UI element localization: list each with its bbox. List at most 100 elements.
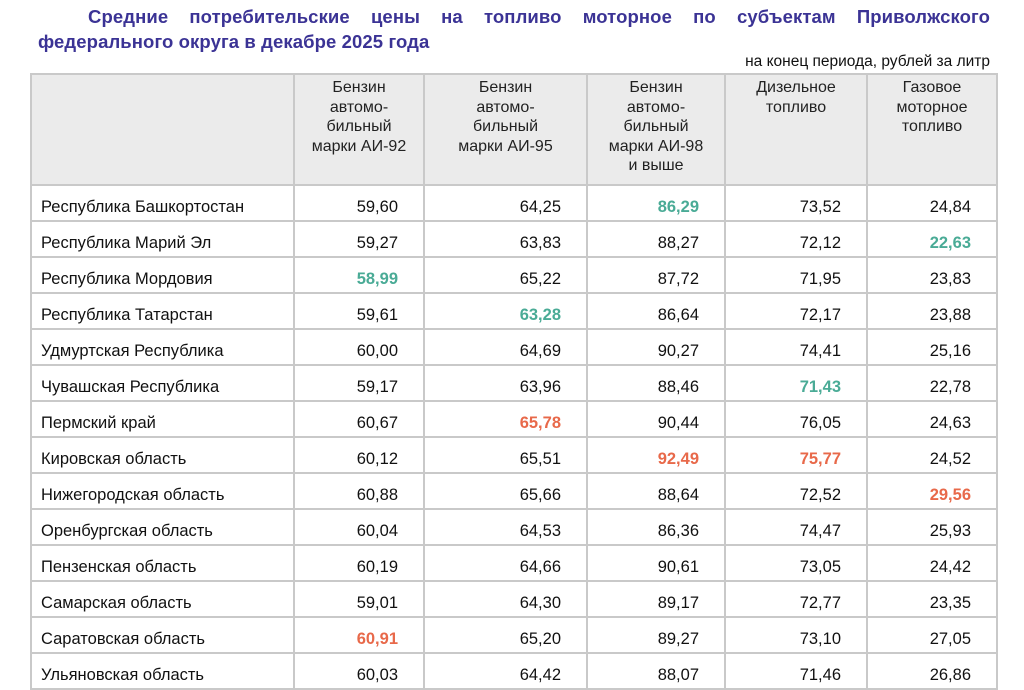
column-header-ai95: Бензин автомо- бильный марки АИ-95 xyxy=(423,73,588,186)
price-cell: 87,72 xyxy=(586,256,726,294)
price-value: 88,07 xyxy=(657,666,699,684)
price-cell: 60,12 xyxy=(293,436,425,474)
price-cell: 24,84 xyxy=(866,184,998,222)
price-cell: 25,93 xyxy=(866,508,998,546)
price-value: 65,22 xyxy=(519,270,561,288)
price-value: 59,01 xyxy=(356,594,398,612)
column-header-ai98: Бензин автомо- бильный марки АИ-98 и выш… xyxy=(586,73,726,186)
price-value: 90,44 xyxy=(657,414,699,432)
price-cell: 59,17 xyxy=(293,364,425,402)
price-value: 58,99 xyxy=(356,270,398,288)
table-row: Пермский край 60,67 65,78 90,44 76,05 24,63 xyxy=(30,400,998,438)
price-value: 89,27 xyxy=(657,630,699,648)
price-value: 64,42 xyxy=(519,666,561,684)
price-value: 59,60 xyxy=(356,198,398,216)
price-value: 23,35 xyxy=(929,594,971,612)
price-value: 60,19 xyxy=(356,558,398,576)
price-cell: 27,05 xyxy=(866,616,998,654)
region-name: Республика Марий Эл xyxy=(30,220,295,258)
table-row: Нижегородская область 60,88 65,66 88,64 72,5… xyxy=(30,472,998,510)
price-value: 71,95 xyxy=(799,270,841,288)
column-header-diesel: Дизельное топливо xyxy=(724,73,868,186)
price-value: 24,52 xyxy=(929,450,971,468)
price-cell: 64,69 xyxy=(423,328,588,366)
price-cell: 74,47 xyxy=(724,508,868,546)
price-cell: 22,63 xyxy=(866,220,998,258)
price-cell: 64,30 xyxy=(423,580,588,618)
price-cell: 65,51 xyxy=(423,436,588,474)
price-cell: 60,19 xyxy=(293,544,425,582)
price-value: 65,20 xyxy=(519,630,561,648)
price-value: 63,28 xyxy=(519,306,561,324)
price-cell: 65,20 xyxy=(423,616,588,654)
table-row: Оренбургская область 60,04 64,53 86,36 74,47… xyxy=(30,508,998,546)
price-value: 24,84 xyxy=(929,198,971,216)
price-value: 60,88 xyxy=(356,486,398,504)
price-cell: 86,36 xyxy=(586,508,726,546)
price-cell: 24,52 xyxy=(866,436,998,474)
column-header-gas: Газовое моторное топливо xyxy=(866,73,998,186)
price-cell: 72,17 xyxy=(724,292,868,330)
price-cell: 63,28 xyxy=(423,292,588,330)
price-cell: 65,78 xyxy=(423,400,588,438)
region-name: Республика Мордовия xyxy=(30,256,295,294)
price-value: 92,49 xyxy=(657,450,699,468)
price-cell: 75,77 xyxy=(724,436,868,474)
region-name: Республика Татарстан xyxy=(30,292,295,330)
price-value: 72,77 xyxy=(799,594,841,612)
price-cell: 23,88 xyxy=(866,292,998,330)
table-row: Республика Мордовия 58,99 65,22 87,72 71,95 2… xyxy=(30,256,998,294)
price-cell: 25,16 xyxy=(866,328,998,366)
price-value: 27,05 xyxy=(929,630,971,648)
price-value: 29,56 xyxy=(929,486,971,504)
price-cell: 88,64 xyxy=(586,472,726,510)
price-cell: 24,63 xyxy=(866,400,998,438)
price-value: 63,96 xyxy=(519,378,561,396)
price-value: 71,46 xyxy=(799,666,841,684)
price-value: 24,63 xyxy=(929,414,971,432)
price-value: 71,43 xyxy=(799,378,841,396)
price-cell: 73,10 xyxy=(724,616,868,654)
price-cell: 23,83 xyxy=(866,256,998,294)
price-value: 72,17 xyxy=(799,306,841,324)
price-cell: 71,95 xyxy=(724,256,868,294)
price-cell: 65,66 xyxy=(423,472,588,510)
price-value: 89,17 xyxy=(657,594,699,612)
table-row: Чувашская Республика 59,17 63,96 88,46 71,43… xyxy=(30,364,998,402)
document-title: Средние потребительские цены на топливо … xyxy=(38,6,990,52)
price-value: 60,00 xyxy=(356,342,398,360)
price-value: 24,42 xyxy=(929,558,971,576)
price-value: 60,03 xyxy=(356,666,398,684)
table-row: Республика Марий Эл 59,27 63,83 88,27 72,12 2… xyxy=(30,220,998,258)
region-name: Ульяновская область xyxy=(30,652,295,690)
price-value: 60,04 xyxy=(356,522,398,540)
table-row: Самарская область 59,01 64,30 89,17 72,77 23,… xyxy=(30,580,998,618)
region-name: Оренбургская область xyxy=(30,508,295,546)
price-cell: 92,49 xyxy=(586,436,726,474)
price-value: 86,64 xyxy=(657,306,699,324)
price-cell: 86,64 xyxy=(586,292,726,330)
region-name: Пензенская область xyxy=(30,544,295,582)
price-cell: 26,86 xyxy=(866,652,998,690)
region-name: Самарская область xyxy=(30,580,295,618)
price-value: 73,52 xyxy=(799,198,841,216)
price-cell: 63,83 xyxy=(423,220,588,258)
price-value: 87,72 xyxy=(657,270,699,288)
price-cell: 88,07 xyxy=(586,652,726,690)
price-value: 59,17 xyxy=(356,378,398,396)
table-row: Пензенская область 60,19 64,66 90,61 73,05 24… xyxy=(30,544,998,582)
price-cell: 71,46 xyxy=(724,652,868,690)
price-cell: 65,22 xyxy=(423,256,588,294)
price-value: 86,29 xyxy=(657,198,699,216)
price-value: 74,47 xyxy=(799,522,841,540)
price-value: 75,77 xyxy=(799,450,841,468)
price-cell: 60,04 xyxy=(293,508,425,546)
price-cell: 59,61 xyxy=(293,292,425,330)
price-cell: 22,78 xyxy=(866,364,998,402)
price-value: 60,67 xyxy=(356,414,398,432)
price-cell: 90,44 xyxy=(586,400,726,438)
price-value: 64,53 xyxy=(519,522,561,540)
price-cell: 60,91 xyxy=(293,616,425,654)
column-header-region xyxy=(30,73,295,186)
price-value: 64,25 xyxy=(519,198,561,216)
